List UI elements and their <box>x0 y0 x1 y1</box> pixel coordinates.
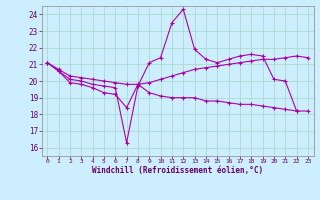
X-axis label: Windchill (Refroidissement éolien,°C): Windchill (Refroidissement éolien,°C) <box>92 166 263 175</box>
